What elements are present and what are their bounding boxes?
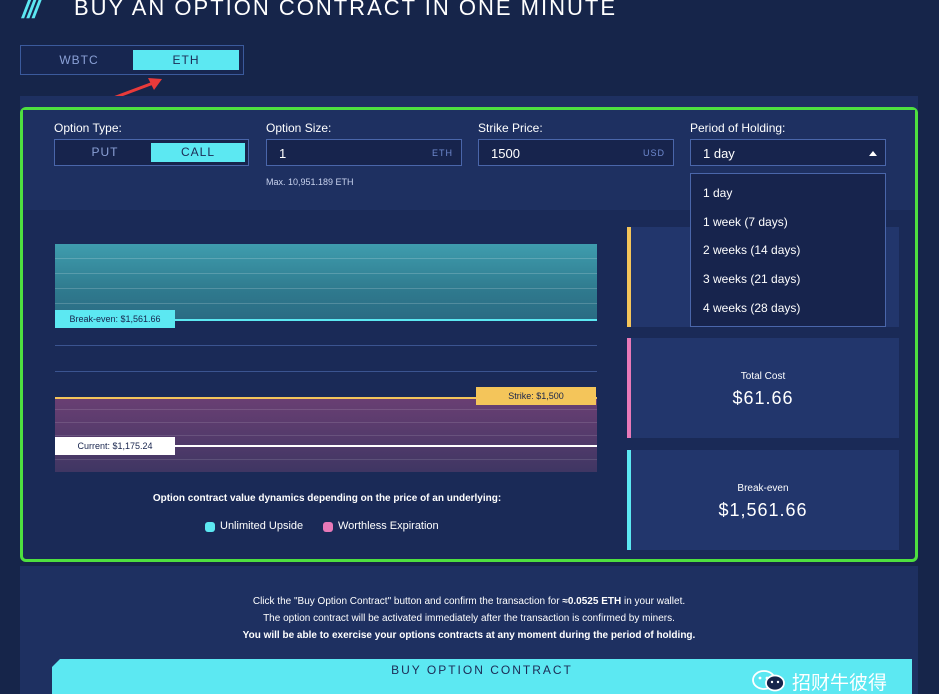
- period-option[interactable]: 2 weeks (14 days): [703, 243, 801, 257]
- option-size-input[interactable]: 1 ETH: [266, 139, 462, 166]
- legend-worthless-label: Worthless Expiration: [338, 520, 439, 532]
- stat-bar: [627, 338, 631, 438]
- asset-eth-button[interactable]: ETH: [133, 50, 239, 70]
- notice-line-3: You will be able to exercise your option…: [242, 630, 696, 641]
- worthless-zone: [55, 397, 597, 472]
- total-cost-value: $61.66: [732, 388, 794, 408]
- form-row: Option Type: PUT CALL Option Size: 1 ETH…: [23, 110, 915, 210]
- brand-slashes-icon: ///: [22, 0, 40, 24]
- upside-zone: [55, 244, 597, 321]
- grid-line: [55, 345, 597, 346]
- watermark-text: 招财牛彼得: [792, 673, 888, 694]
- period-option[interactable]: 1 day: [703, 186, 733, 200]
- option-config-panel: Option Type: PUT CALL Option Size: 1 ETH…: [20, 107, 918, 562]
- page-title: BUY AN OPTION CONTRACT IN ONE MINUTE: [74, 0, 618, 20]
- call-button[interactable]: CALL: [151, 143, 245, 162]
- strike-price-input[interactable]: 1500 USD: [478, 139, 674, 166]
- strike-price-label: Strike Price:: [478, 121, 543, 135]
- purchase-panel: Click the "Buy Option Contract" button a…: [20, 566, 918, 694]
- period-dropdown: 1 day 1 week (7 days) 2 weeks (14 days) …: [690, 173, 886, 327]
- put-button[interactable]: PUT: [91, 145, 119, 159]
- option-type-toggle: PUT CALL: [54, 139, 249, 166]
- period-option[interactable]: 1 week (7 days): [703, 215, 788, 229]
- break-even-card: Break-even $1,561.66: [627, 450, 899, 550]
- option-size-unit: ETH: [432, 148, 453, 158]
- breakeven-tag: Break-even: $1,561.66: [55, 310, 175, 328]
- option-type-label: Option Type:: [54, 121, 122, 135]
- grid-line: [55, 371, 597, 372]
- chart-caption: Option contract value dynamics depending…: [152, 493, 502, 504]
- asset-toggle: WBTC ETH: [20, 45, 244, 75]
- break-even-label: Break-even: [737, 483, 789, 494]
- notice-line-1: Click the "Buy Option Contract" button a…: [252, 596, 686, 607]
- asset-wbtc-button[interactable]: WBTC: [59, 53, 99, 67]
- period-option[interactable]: 3 weeks (21 days): [703, 272, 801, 286]
- option-size-value: 1: [279, 146, 287, 161]
- legend-upside-label: Unlimited Upside: [220, 520, 304, 532]
- strike-tag: Strike: $1,500: [476, 387, 596, 405]
- value-dynamics-chart: Break-even: $1,561.66 Strike: $1,500 Cur…: [55, 244, 599, 474]
- strike-price-unit: USD: [642, 148, 665, 158]
- option-size-label: Option Size:: [266, 121, 332, 135]
- current-price-tag: Current: $1,175.24: [55, 437, 175, 455]
- stat-bar: [627, 227, 631, 327]
- total-cost-card: Total Cost $61.66: [627, 338, 899, 438]
- stat-bar: [627, 450, 631, 550]
- caret-up-icon: [869, 151, 877, 156]
- worthless-dot-icon: [323, 522, 333, 532]
- upside-dot-icon: [205, 522, 215, 532]
- strike-price-value: 1500: [491, 146, 520, 161]
- max-size-hint: Max. 10,951.189 ETH: [266, 177, 354, 187]
- total-cost-label: Total Cost: [740, 371, 786, 382]
- period-option[interactable]: 4 weeks (28 days): [703, 301, 801, 315]
- break-even-value: $1,561.66: [718, 500, 808, 520]
- strike-line: [55, 397, 597, 399]
- period-select[interactable]: 1 day: [690, 139, 886, 166]
- notice-line-2: The option contract will be activated im…: [263, 613, 675, 624]
- wechat-icon: [752, 670, 785, 692]
- period-label: Period of Holding:: [690, 121, 786, 135]
- header: /// BUY AN OPTION CONTRACT IN ONE MINUTE: [0, 0, 939, 40]
- period-selected-value: 1 day: [703, 146, 735, 161]
- eth-amount: ≈0.0525 ETH: [562, 596, 622, 607]
- breakeven-line: [55, 319, 597, 321]
- current-price-line: [55, 445, 597, 447]
